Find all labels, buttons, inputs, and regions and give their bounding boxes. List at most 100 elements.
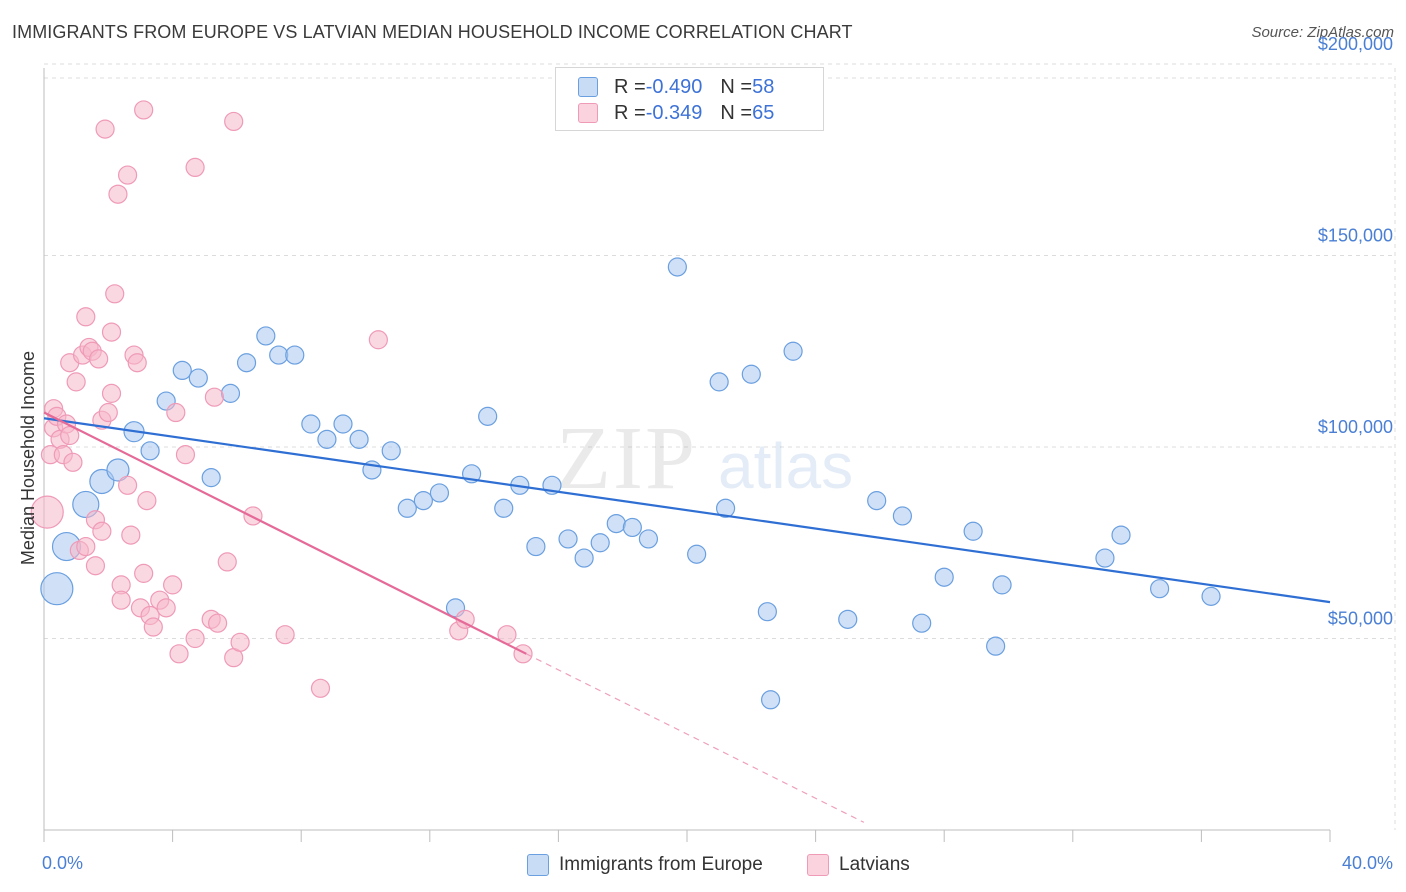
data-point	[667, 257, 687, 277]
data-point	[106, 458, 130, 482]
data-point	[757, 602, 777, 622]
data-point	[76, 536, 96, 557]
n-label: N =	[720, 75, 753, 98]
n-value: 65	[752, 101, 775, 124]
data-point	[175, 445, 196, 465]
data-point	[89, 349, 109, 369]
data-point	[986, 636, 1006, 656]
data-point	[208, 613, 228, 633]
n-label: N =	[720, 101, 753, 124]
data-point	[590, 533, 610, 553]
data-point	[230, 632, 250, 652]
data-point	[121, 525, 141, 545]
data-point	[368, 330, 388, 350]
trend-line-latvians	[43, 411, 527, 655]
data-point	[66, 372, 86, 392]
trend-line-europe	[43, 417, 1331, 604]
data-point	[709, 372, 729, 392]
chart-title: IMMIGRANTS FROM EUROPE VS LATVIAN MEDIAN…	[12, 22, 853, 42]
data-point	[269, 345, 289, 365]
x-tick-label: 0.0%	[42, 853, 83, 873]
data-point	[513, 644, 533, 664]
data-point	[134, 563, 154, 583]
data-point	[169, 644, 189, 664]
data-point	[163, 575, 183, 595]
data-point	[317, 429, 337, 449]
data-point	[143, 617, 163, 637]
data-point	[741, 364, 761, 384]
watermark: ZIP atlas	[556, 409, 853, 508]
axes	[43, 68, 1331, 842]
data-point	[783, 341, 803, 361]
data-point	[1111, 525, 1131, 545]
legend-item-latvians[interactable]: Latvians	[807, 852, 910, 878]
data-point	[140, 441, 160, 461]
legend-row-latvians: R = -0.349 N = 65	[578, 100, 774, 126]
data-point	[185, 628, 205, 649]
data-point	[1150, 579, 1170, 599]
n-value: 58	[752, 75, 775, 98]
data-point	[92, 521, 112, 541]
data-point	[397, 498, 417, 518]
data-point	[108, 184, 128, 204]
data-point	[1095, 548, 1115, 568]
legend-row-europe: R = -0.490 N = 58	[578, 74, 774, 100]
data-point	[638, 529, 659, 549]
data-point	[381, 441, 401, 461]
data-point	[188, 368, 208, 388]
data-point	[963, 521, 983, 541]
trend-line-extension-latvians	[525, 653, 865, 823]
r-label: R =	[614, 101, 646, 124]
data-points	[30, 100, 1221, 710]
data-point	[137, 491, 157, 511]
data-point	[310, 678, 331, 698]
axis-labels: $50,000 $100,000 $150,000 $200,000 0.0% 40.0%…	[18, 34, 1393, 873]
data-point	[101, 322, 122, 342]
x-tick-label: 40.0%	[1342, 853, 1393, 873]
legend-swatch-latvians	[807, 854, 829, 876]
data-point	[204, 387, 224, 407]
data-point	[478, 406, 498, 426]
data-point	[105, 284, 125, 304]
data-point	[494, 498, 514, 518]
data-point	[1201, 586, 1221, 606]
chart-source: Source: ZipAtlas.com	[1251, 24, 1394, 41]
watermark-atlas: atlas	[718, 430, 853, 502]
data-point	[333, 414, 353, 434]
data-point	[992, 575, 1012, 595]
data-point	[134, 100, 154, 120]
legend-swatch-europe	[527, 854, 549, 876]
data-point	[715, 498, 736, 518]
data-point	[622, 517, 642, 538]
legend-item-europe[interactable]: Immigrants from Europe	[527, 852, 763, 878]
data-point	[413, 491, 433, 511]
data-point	[111, 590, 131, 610]
series-europe	[40, 257, 1221, 710]
data-point	[156, 598, 176, 618]
series-latvians	[30, 100, 533, 698]
data-point	[760, 690, 781, 710]
legend-label-europe: Immigrants from Europe	[559, 854, 763, 875]
data-point	[526, 536, 546, 557]
y-axis-label: Median Household Income	[18, 351, 38, 565]
data-point	[301, 414, 321, 434]
data-point	[606, 513, 626, 534]
data-point	[101, 383, 122, 403]
data-point	[201, 468, 221, 488]
data-point	[892, 506, 913, 526]
y-tick-label: $150,000	[1318, 226, 1393, 246]
data-point	[217, 552, 237, 572]
data-point	[912, 613, 932, 633]
data-point	[95, 119, 115, 139]
data-point	[127, 353, 147, 373]
legend-label-latvians: Latvians	[839, 854, 910, 875]
legend-swatch-europe	[578, 77, 598, 97]
data-point	[30, 495, 64, 529]
data-point	[166, 402, 186, 423]
r-value: -0.349	[645, 101, 703, 124]
correlation-legend: R = -0.490 N = 58 R = -0.349 N = 65	[555, 67, 824, 131]
data-point	[285, 345, 305, 365]
y-tick-label: $50,000	[1328, 609, 1393, 629]
data-point	[117, 475, 138, 495]
